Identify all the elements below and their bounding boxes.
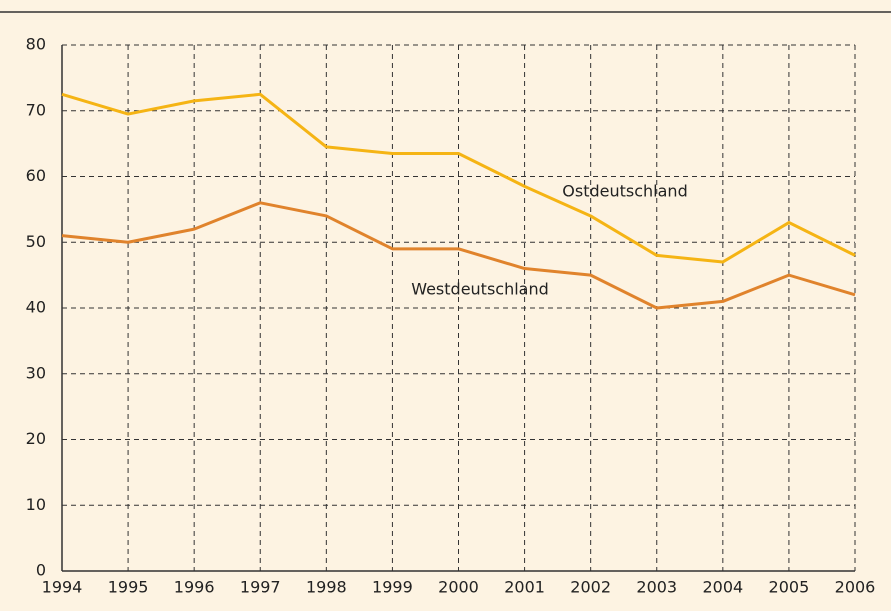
y-tick-label: 20 — [26, 429, 46, 448]
y-tick-label: 30 — [26, 363, 46, 382]
line-series — [61, 201, 856, 310]
y-tick-label: 40 — [26, 298, 46, 317]
series-label: Westdeutschland — [411, 280, 549, 299]
y-tick-label: 10 — [26, 495, 46, 514]
x-tick-label: 1999 — [372, 578, 413, 597]
y-tick-label: 60 — [26, 166, 46, 185]
x-tick-label: 2001 — [504, 578, 545, 597]
x-tick-label: 2004 — [702, 578, 743, 597]
x-tick-label: 2000 — [438, 578, 479, 597]
series-label: Ostdeutschland — [562, 182, 687, 201]
x-tick-label: 1994 — [42, 578, 83, 597]
x-tick-label: 2003 — [636, 578, 677, 597]
y-tick-label: 80 — [26, 35, 46, 54]
x-tick-label: 2005 — [769, 578, 810, 597]
x-tick-label: 1998 — [306, 578, 347, 597]
y-tick-label: 50 — [26, 232, 46, 251]
x-tick-label: 1995 — [108, 578, 149, 597]
x-tick-label: 1996 — [174, 578, 215, 597]
line-series — [61, 92, 856, 264]
y-tick-label: 70 — [26, 100, 46, 119]
x-tick-label: 2006 — [835, 578, 876, 597]
x-tick-label: 2002 — [570, 578, 611, 597]
y-tick-label: 0 — [36, 561, 46, 580]
x-tick-label: 1997 — [240, 578, 281, 597]
